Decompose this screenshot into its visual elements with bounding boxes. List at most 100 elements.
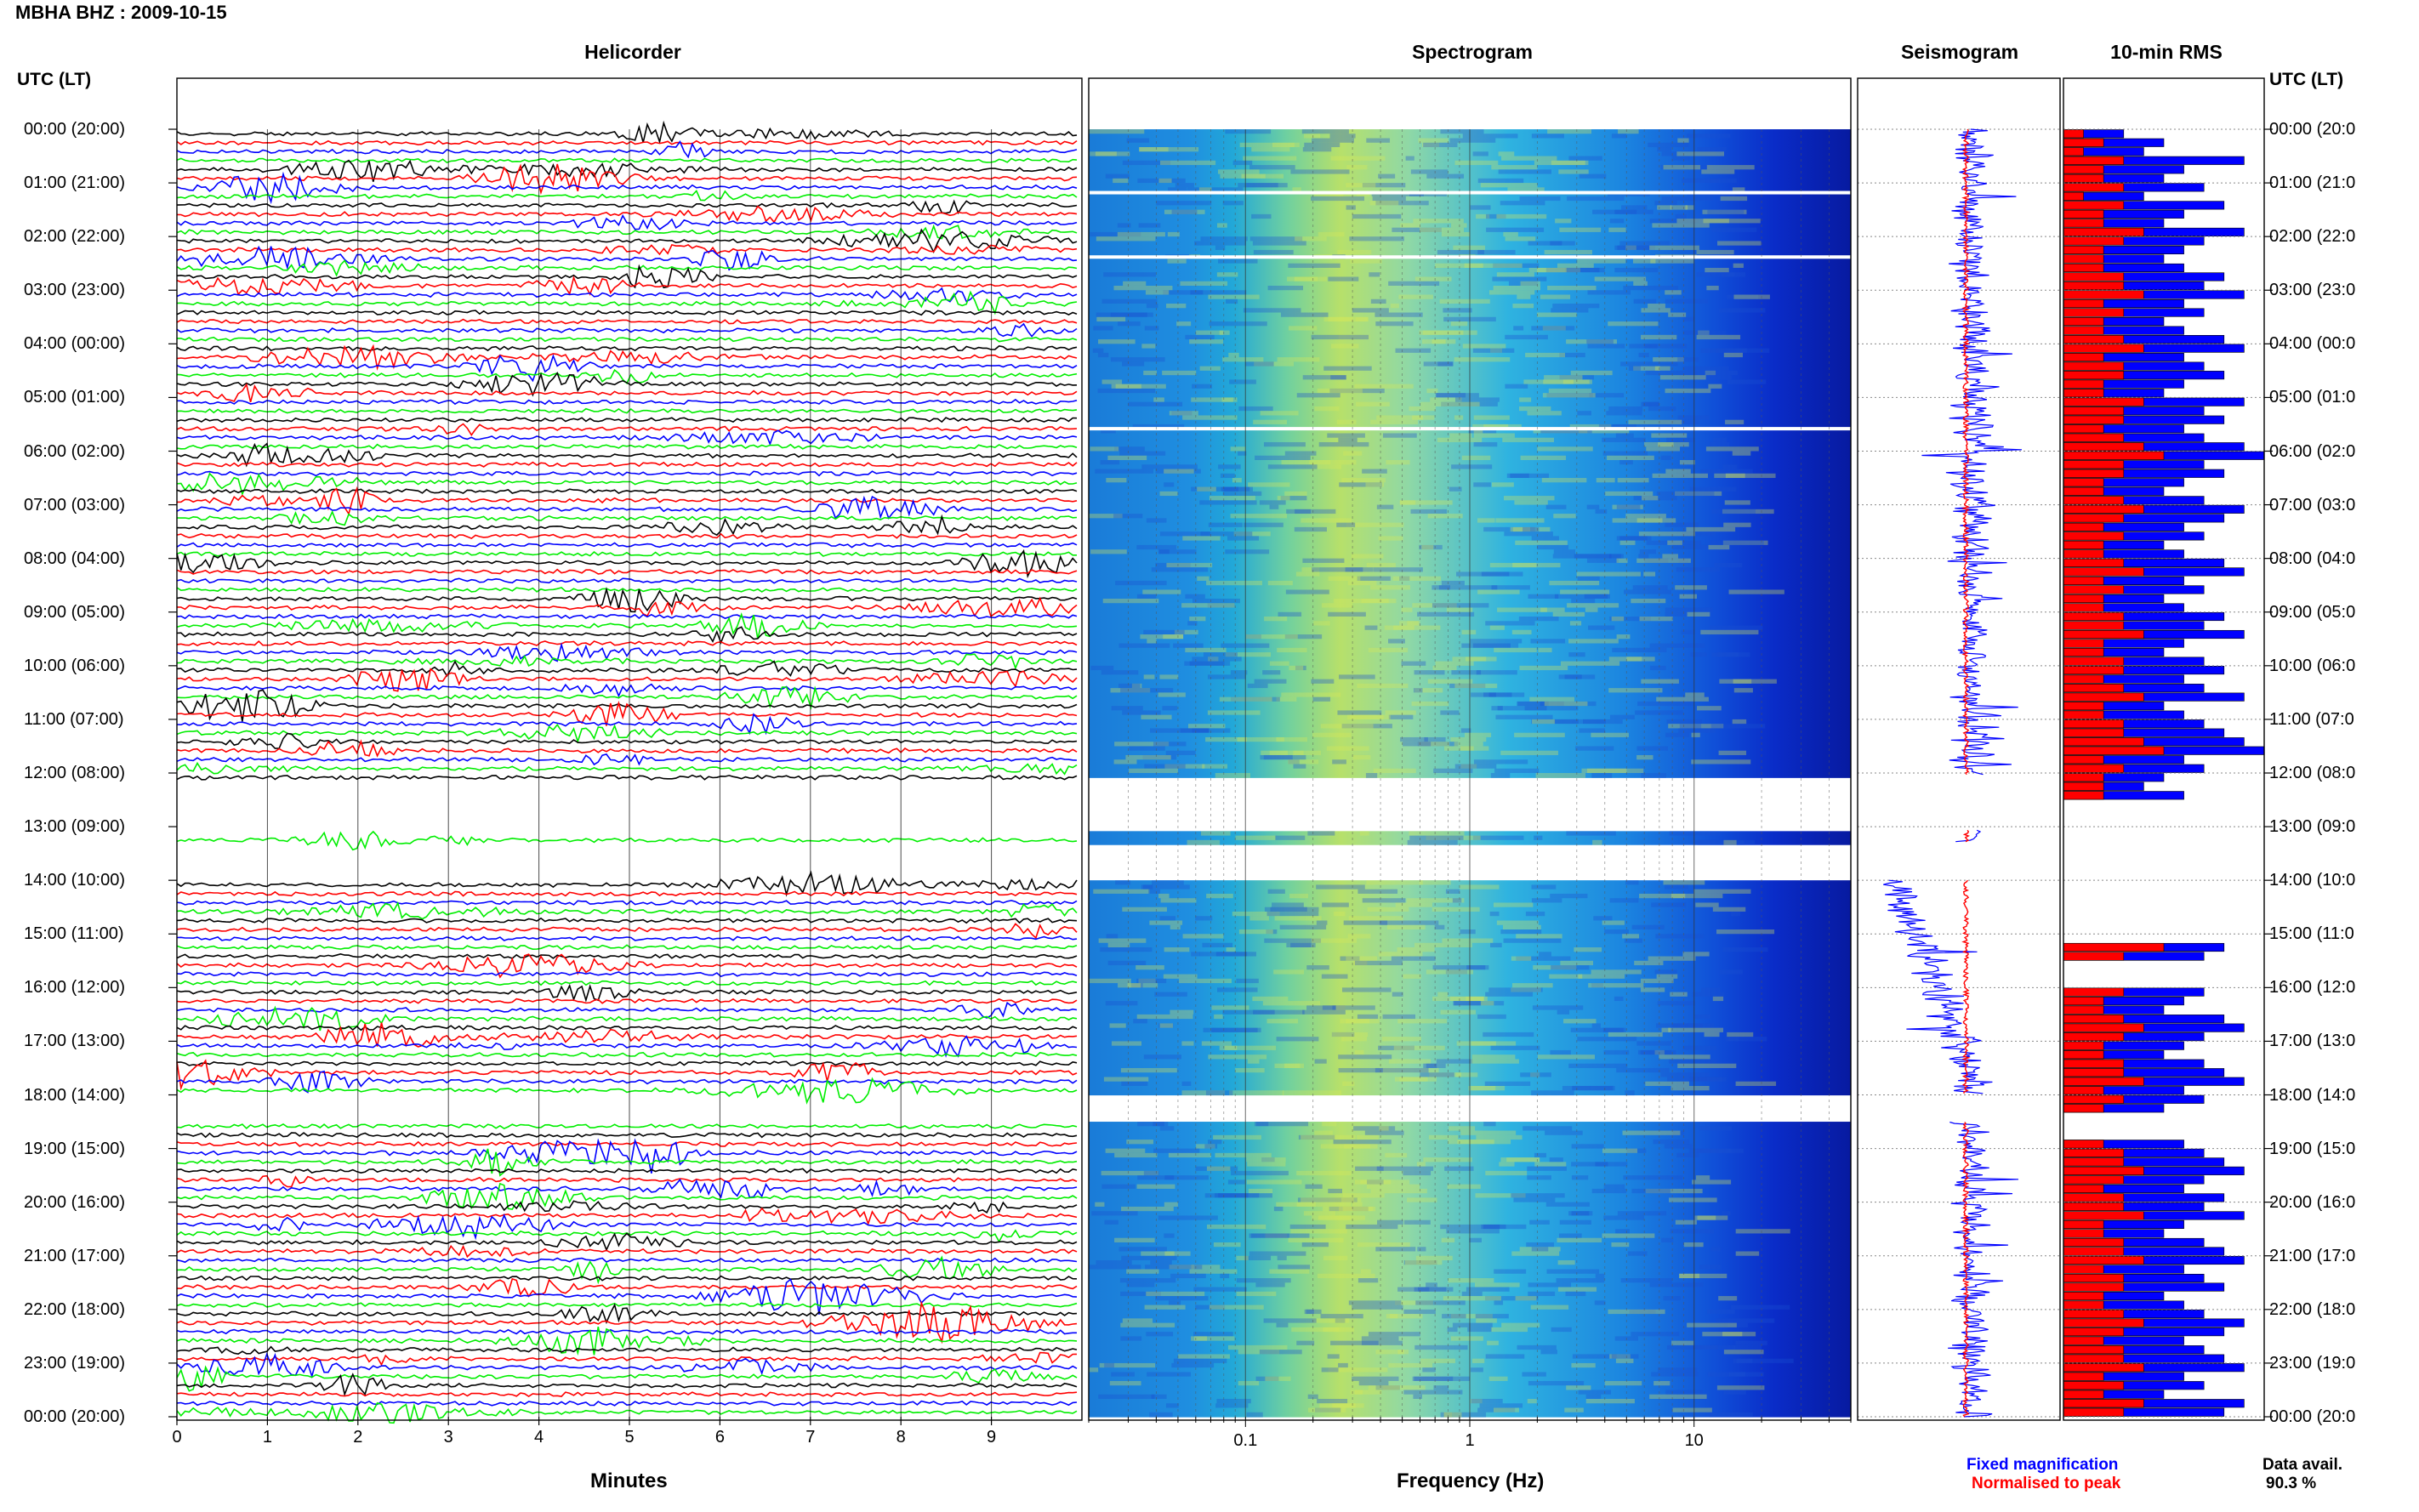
spectrogram-streak xyxy=(1643,344,1688,350)
spectrogram-streak xyxy=(1638,352,1649,358)
spectrogram-streak xyxy=(1284,491,1307,497)
spectrogram-streak xyxy=(1272,142,1300,148)
spectrogram-streak xyxy=(1400,736,1428,742)
spectrogram-streak xyxy=(1349,236,1404,242)
rms-bar-normalised xyxy=(2063,460,2125,469)
spectrogram-streak xyxy=(1645,370,1698,376)
rms-bar-normalised xyxy=(2063,987,2125,997)
spectrogram-streak xyxy=(1531,719,1579,725)
spectrogram-streak xyxy=(1531,898,1562,904)
spectrogram-streak xyxy=(1254,361,1295,367)
spectrogram-streak xyxy=(1460,1130,1517,1136)
minute-tick-label: 9 xyxy=(987,1428,996,1447)
rms-bar-normalised xyxy=(2063,1175,2125,1185)
spectrogram-streak xyxy=(1145,1265,1203,1270)
spectrogram-streak xyxy=(1535,773,1586,778)
spectrogram-streak xyxy=(1399,500,1453,506)
spectrogram-streak xyxy=(1591,1023,1601,1029)
rms-bar-normalised xyxy=(2063,316,2104,327)
spectrogram-streak xyxy=(1295,509,1336,514)
spectrogram-streak xyxy=(1179,978,1232,984)
spectrogram-streak xyxy=(1569,621,1582,627)
spectrogram-streak xyxy=(1170,1273,1206,1279)
spectrogram-streak xyxy=(1444,1166,1474,1172)
spectrogram-streak xyxy=(1465,732,1492,738)
spectrogram-streak xyxy=(1269,1269,1310,1275)
helicorder-trace xyxy=(176,423,1078,436)
spectrogram-streak xyxy=(1305,1184,1323,1190)
spectrogram-streak xyxy=(1113,178,1129,184)
spectrogram-streak xyxy=(1586,504,1600,510)
helicorder-trace xyxy=(176,998,1078,1004)
spectrogram-streak xyxy=(1581,768,1627,774)
spectrogram-streak xyxy=(1448,1140,1494,1145)
spectrogram-streak xyxy=(1278,1265,1311,1270)
spectrogram-streak xyxy=(1230,446,1246,452)
minute-tick-label: 4 xyxy=(534,1428,544,1447)
spectrogram-streak xyxy=(1571,1144,1604,1150)
spectrogram-streak xyxy=(1159,1126,1175,1132)
spectrogram-streak xyxy=(1646,540,1702,546)
spectrogram-streak xyxy=(1625,1090,1635,1096)
spectrogram-streak xyxy=(1316,884,1365,890)
helicorder-trace xyxy=(176,935,1078,941)
spectrogram-streak xyxy=(1733,294,1770,300)
spectrogram-streak xyxy=(1578,1390,1611,1395)
seismogram-normalised-trace xyxy=(1961,879,1971,1094)
spectrogram-streak xyxy=(1418,138,1449,144)
spectrogram-streak xyxy=(1653,1380,1671,1386)
spectrogram-streak xyxy=(1456,571,1510,577)
spectrogram-streak xyxy=(1492,276,1547,282)
spectrogram-streak xyxy=(1559,1219,1591,1225)
spectrogram-streak xyxy=(1276,736,1307,742)
helicorder-trace xyxy=(176,587,1078,613)
spectrogram-streak xyxy=(1151,567,1209,573)
spectrogram-streak xyxy=(1288,759,1300,765)
spectrogram-streak xyxy=(1339,674,1375,680)
spectrogram-streak xyxy=(1615,1229,1630,1235)
spectrogram-streak xyxy=(1440,1009,1477,1015)
rms-bar-normalised xyxy=(2063,1166,2144,1175)
spectrogram-streak xyxy=(1476,213,1490,219)
spectrogram-streak xyxy=(1225,652,1272,657)
spectrogram-streak xyxy=(1158,1215,1218,1221)
spectrogram-streak xyxy=(1132,423,1185,429)
spectrogram-streak xyxy=(1470,205,1491,211)
spectrogram-streak xyxy=(1126,1269,1159,1275)
spectrogram-streak xyxy=(1140,634,1184,639)
spectrogram-streak xyxy=(1407,839,1458,845)
rms-bar-normalised xyxy=(2063,496,2125,505)
spectrogram-streak xyxy=(1661,1027,1671,1033)
spectrogram-streak xyxy=(1461,1291,1483,1297)
time-label-right: 18:00 (14:0 xyxy=(2269,1085,2356,1105)
spectrogram-streak xyxy=(1262,670,1281,675)
spectrogram-streak xyxy=(1395,1077,1437,1083)
spectrogram-streak xyxy=(1420,1072,1454,1078)
spectrogram-streak xyxy=(1433,768,1473,774)
spectrogram-streak xyxy=(1682,330,1727,336)
spectrogram-streak xyxy=(1629,344,1658,350)
spectrogram-streak xyxy=(1276,1037,1319,1043)
spectrogram-streak xyxy=(1540,429,1592,435)
spectrogram-streak xyxy=(1454,357,1511,362)
spectrogram-streak xyxy=(1472,423,1522,429)
spectrogram-streak xyxy=(1137,1175,1175,1180)
spectrogram-streak xyxy=(1608,406,1643,412)
time-label-left: 23:00 (19:00) xyxy=(24,1353,125,1373)
spectrogram-streak xyxy=(1105,1148,1146,1154)
spectrogram-streak xyxy=(1691,732,1700,738)
spectrogram-streak xyxy=(1633,298,1657,304)
spectrogram-streak xyxy=(1519,406,1551,412)
spectrogram-streak xyxy=(1393,1045,1445,1051)
spectrogram-streak xyxy=(1574,554,1622,560)
spectrogram-streak xyxy=(1136,594,1157,600)
spectrogram-streak xyxy=(1317,388,1363,394)
spectrogram-streak xyxy=(1241,173,1284,179)
helicorder-trace xyxy=(176,157,1078,164)
spectrogram-streak xyxy=(1311,679,1335,685)
helicorder-trace xyxy=(176,213,1078,230)
spectrogram-streak xyxy=(1089,1367,1099,1373)
spectrogram-streak xyxy=(1474,1282,1520,1288)
helicorder-trace xyxy=(176,683,1078,698)
rms-bar-normalised xyxy=(2063,1399,2144,1408)
